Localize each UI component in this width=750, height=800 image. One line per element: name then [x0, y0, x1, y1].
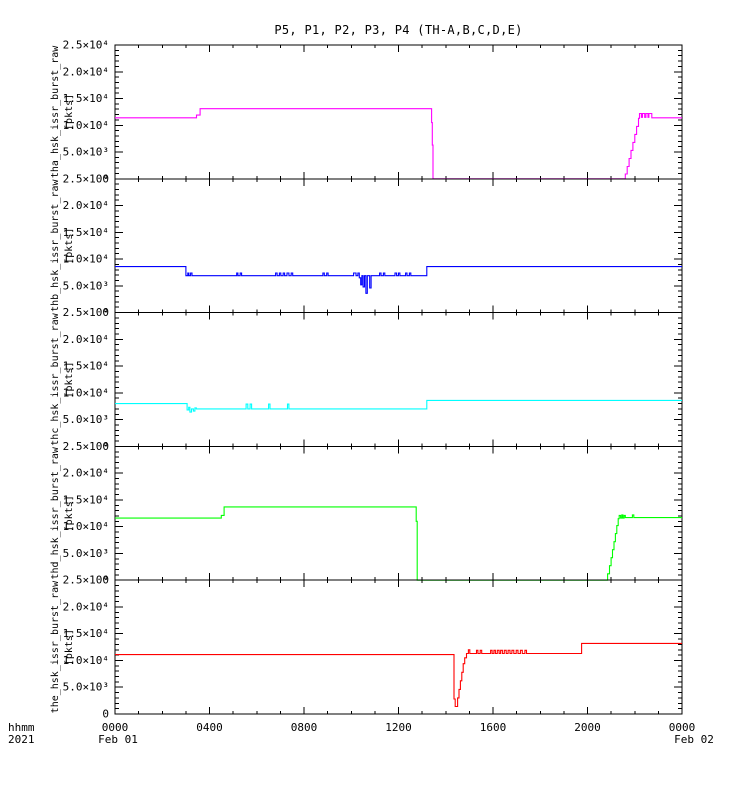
- y-tick-label-the: 1.5×10⁴: [63, 627, 109, 640]
- y-tick-label-thb: 1.5×10⁴: [63, 226, 109, 239]
- y-axis-units-thc: [pkts]: [64, 361, 75, 397]
- x-tick-label: 0000: [669, 721, 696, 734]
- panel-thc: 2.5×10⁴ 2.0×10⁴ 1.5×10⁴ 1.0×10⁴ 5.0×10³ 0 thc_…: [50, 306, 683, 453]
- end-date-label: Feb 02: [674, 733, 714, 746]
- y-tick-label-thc: 1.5×10⁴: [63, 360, 109, 373]
- panel-tha: 2.5×10⁴ 2.0×10⁴ 1.5×10⁴ 1.0×10⁴ 5.0×10³ 0 tha_…: [50, 39, 683, 185]
- y-axis-title-tha: tha_hsk_issr_burst_raw: [50, 45, 61, 178]
- y-tick-label-thb: 5.0×10³: [63, 279, 109, 292]
- y-tick-label-the: 2.0×10⁴: [63, 600, 109, 613]
- y-tick-label-thb: 1.0×10⁴: [63, 253, 109, 266]
- y-tick-label-the: 2.5×10⁴: [63, 574, 109, 587]
- y-tick-label-thb: 0: [102, 306, 109, 319]
- y-tick-label-thd: 2.5×10⁴: [63, 440, 109, 453]
- y-tick-label-thd: 2.0×10⁴: [63, 467, 109, 480]
- y-axis-units-thd: [pkts]: [64, 495, 75, 531]
- y-tick-label-thc: 1.0×10⁴: [63, 386, 109, 399]
- y-tick-label-tha: 2.5×10⁴: [63, 39, 109, 52]
- y-tick-label-thc: 0: [102, 440, 109, 453]
- panel-thd: 2.5×10⁴ 2.0×10⁴ 1.5×10⁴ 1.0×10⁴ 5.0×10³ 0 thd_…: [50, 440, 683, 587]
- x-tick-label: 1200: [385, 721, 412, 734]
- year-label: 2021: [8, 733, 35, 746]
- y-tick-label-thd: 5.0×10³: [63, 547, 109, 560]
- y-axis-title-the: the_hsk_issr_burst_raw: [50, 580, 61, 713]
- series-line-tha: [115, 108, 682, 180]
- panel-frame-thc: [114, 312, 683, 447]
- series-line-thc: [115, 399, 682, 413]
- y-tick-label-thc: 2.0×10⁴: [63, 333, 109, 346]
- chart-title: P5, P1, P2, P3, P4 (TH-A,B,C,D,E): [274, 23, 522, 37]
- y-tick-label-tha: 5.0×10³: [63, 146, 109, 159]
- y-axis-units-tha: [pkts]: [64, 94, 75, 130]
- x-tick-label: 0400: [196, 721, 223, 734]
- y-axis-title-thc: thc_hsk_issr_burst_raw: [50, 312, 61, 445]
- x-tick-label: 1600: [480, 721, 507, 734]
- panel-frame-the: [114, 579, 683, 715]
- y-tick-label-thc: 5.0×10³: [63, 413, 109, 426]
- series-line-thd: [115, 506, 682, 581]
- y-tick-label-thc: 2.5×10⁴: [63, 306, 109, 319]
- y-tick-label-the: 0: [102, 708, 109, 721]
- y-axis-title-thb: thb_hsk_issr_burst_raw: [50, 178, 61, 311]
- panel-frame-thd: [114, 445, 683, 581]
- start-date-label: Feb 01: [98, 733, 138, 746]
- panel-frame-thb: [114, 178, 683, 314]
- series-line-thb: [115, 266, 682, 294]
- series-line-the: [115, 642, 682, 708]
- panel-thb: 2.5×10⁴ 2.0×10⁴ 1.5×10⁴ 1.0×10⁴ 5.0×10³ 0 thb_…: [50, 172, 683, 319]
- y-axis-title-thd: thd_hsk_issr_burst_raw: [50, 446, 61, 579]
- y-axis-units-the: [pkts]: [64, 629, 75, 665]
- y-tick-label-tha: 0: [102, 172, 109, 185]
- y-axis-units-thb: [pkts]: [64, 228, 75, 264]
- y-tick-label-thb: 2.5×10⁴: [63, 172, 109, 185]
- y-tick-label-tha: 1.5×10⁴: [63, 92, 109, 105]
- y-tick-label-thd: 1.0×10⁴: [63, 520, 109, 533]
- y-tick-label-tha: 2.0×10⁴: [63, 65, 109, 78]
- y-tick-label-thd: 1.5×10⁴: [63, 493, 109, 506]
- y-tick-label-thd: 0: [102, 574, 109, 587]
- panel-the: 2.5×10⁴ 2.0×10⁴ 1.5×10⁴ 1.0×10⁴ 5.0×10³ 0 the_…: [50, 574, 683, 721]
- y-tick-label-thb: 2.0×10⁴: [63, 199, 109, 212]
- x-tick-label: 2000: [574, 721, 601, 734]
- time-format-label: hhmm: [8, 721, 35, 734]
- y-tick-label-the: 1.0×10⁴: [63, 654, 109, 667]
- x-tick-label: 0000: [102, 721, 129, 734]
- y-tick-label-tha: 1.0×10⁴: [63, 119, 109, 132]
- y-tick-label-the: 5.0×10³: [63, 681, 109, 694]
- x-tick-label: 0800: [291, 721, 318, 734]
